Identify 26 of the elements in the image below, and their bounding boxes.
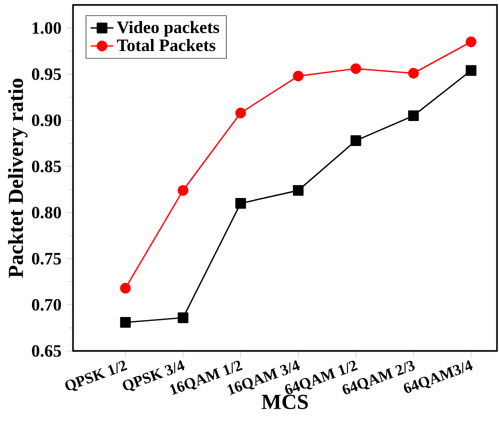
point <box>292 185 304 196</box>
point <box>292 70 304 82</box>
y-axis-title: Packtet Delivery ratio <box>8 78 28 278</box>
point <box>408 68 419 79</box>
x-axis-title: MCS <box>262 394 308 410</box>
point <box>120 317 131 328</box>
point <box>466 65 476 76</box>
legend-label: Total Packets <box>117 38 216 52</box>
point <box>350 135 362 146</box>
y-tick-label: 0.65 <box>32 345 61 357</box>
point <box>120 282 131 294</box>
point <box>178 185 188 196</box>
point <box>466 36 476 48</box>
y-tick-label: 1.00 <box>32 22 61 34</box>
point <box>235 108 246 118</box>
point <box>235 198 246 209</box>
y-tick-label: 0.95 <box>32 68 61 80</box>
y-tick-label: 0.85 <box>32 160 61 172</box>
point <box>350 63 362 74</box>
legend-label: Video packets <box>116 20 220 37</box>
y-tick-label: 0.90 <box>32 114 61 126</box>
point <box>408 110 419 122</box>
y-tick-label: 0.75 <box>32 252 61 265</box>
y-tick-label: 0.70 <box>32 298 61 311</box>
point <box>178 312 188 324</box>
y-tick-label: 0.80 <box>32 206 61 218</box>
